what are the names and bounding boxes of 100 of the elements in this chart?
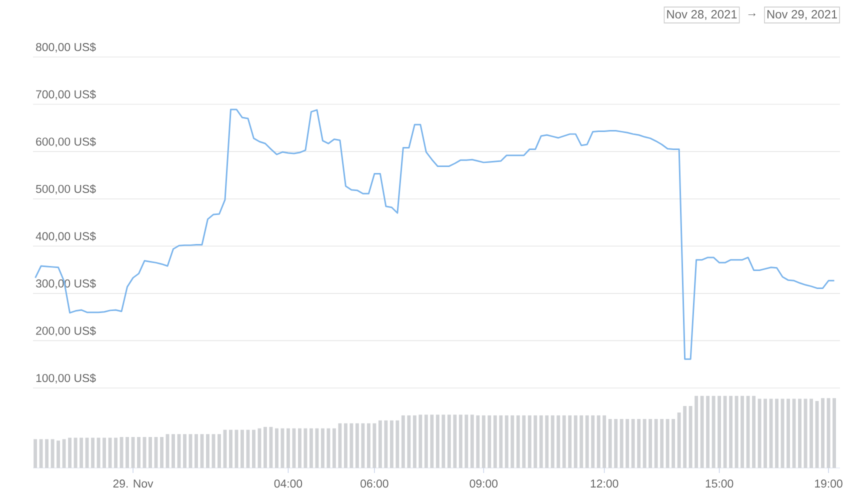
bar xyxy=(488,415,492,468)
bar xyxy=(688,406,692,468)
bar xyxy=(620,418,624,468)
bar xyxy=(694,396,698,468)
bar xyxy=(522,415,526,468)
x-tick-label: 19:00 xyxy=(815,480,842,488)
bar xyxy=(792,398,796,468)
bar xyxy=(562,415,566,468)
bar xyxy=(378,420,382,468)
y-tick-label: 400,00 US$ xyxy=(36,232,96,242)
bar xyxy=(390,420,394,468)
bar xyxy=(534,415,538,468)
bar xyxy=(810,398,813,468)
bar xyxy=(453,414,457,468)
x-tick-label: 12:00 xyxy=(590,480,618,488)
bar xyxy=(798,398,802,468)
text: → xyxy=(748,13,756,16)
x-tick-label: 29. Nov xyxy=(113,480,154,488)
bar xyxy=(120,436,124,468)
bar xyxy=(183,434,186,468)
bar xyxy=(436,414,440,468)
bar xyxy=(34,439,38,468)
bar xyxy=(821,398,824,468)
bar xyxy=(218,434,221,468)
y-tick-label: 500,00 US$ xyxy=(36,184,96,194)
bar xyxy=(304,428,308,468)
bar xyxy=(292,428,296,468)
x-tick-label: 04:00 xyxy=(274,480,302,488)
bar xyxy=(74,438,78,468)
bar xyxy=(700,396,704,468)
bar xyxy=(160,436,164,468)
bar xyxy=(608,418,612,468)
bar xyxy=(447,414,451,468)
y-tick-label: 800,00 US$ xyxy=(36,42,96,52)
x-tick-label: 15:00 xyxy=(706,480,734,488)
bar xyxy=(148,436,152,468)
bar xyxy=(229,430,232,468)
y-tick-label: 100,00 US$ xyxy=(36,374,96,384)
bar xyxy=(626,418,630,468)
bar xyxy=(712,396,716,468)
bar xyxy=(326,428,330,468)
bar xyxy=(315,428,319,468)
bar xyxy=(642,418,646,468)
bar xyxy=(206,434,210,468)
bar xyxy=(384,420,388,468)
bar xyxy=(758,398,762,468)
bar xyxy=(769,398,773,468)
bar xyxy=(637,418,641,468)
bar xyxy=(550,415,554,468)
bar xyxy=(126,436,129,468)
bar xyxy=(545,415,549,468)
bar xyxy=(350,423,354,468)
bar xyxy=(568,415,572,468)
y-tick-label: 200,00 US$ xyxy=(36,326,96,336)
bar xyxy=(458,414,462,468)
text: Nov 29, 2021 xyxy=(767,10,837,20)
bar xyxy=(654,418,658,468)
bar xyxy=(338,423,342,468)
bar xyxy=(672,418,676,468)
bar xyxy=(424,414,428,468)
bar xyxy=(464,414,468,468)
bar xyxy=(734,396,738,468)
bar xyxy=(96,438,100,468)
bar xyxy=(556,415,560,468)
bar xyxy=(499,415,503,468)
bar xyxy=(780,398,784,468)
bar xyxy=(355,423,359,468)
bar xyxy=(39,439,43,468)
bar xyxy=(430,414,434,468)
bar xyxy=(631,418,635,468)
bar xyxy=(407,415,411,468)
bar xyxy=(580,415,584,468)
bar xyxy=(574,415,578,468)
bar xyxy=(366,423,370,468)
bar xyxy=(412,415,416,468)
bar xyxy=(137,436,140,468)
bar xyxy=(476,415,480,468)
bar xyxy=(591,415,595,468)
bar xyxy=(602,415,606,468)
bar xyxy=(660,418,664,468)
bar xyxy=(50,439,54,468)
bar xyxy=(252,430,256,468)
bar xyxy=(194,434,198,468)
bar xyxy=(240,430,244,468)
bar xyxy=(723,396,727,468)
bar xyxy=(269,426,273,468)
y-tick-label: 600,00 US$ xyxy=(36,137,96,148)
bar xyxy=(493,415,497,468)
bar xyxy=(470,414,474,468)
y-tick-label: 700,00 US$ xyxy=(36,90,96,100)
bar xyxy=(85,438,89,468)
bar xyxy=(108,438,112,468)
x-tick-label: 06:00 xyxy=(360,480,388,488)
bar xyxy=(666,418,670,468)
bar xyxy=(264,426,267,468)
bar xyxy=(832,398,836,468)
x-tick-label: 09:00 xyxy=(470,480,498,488)
bar xyxy=(596,415,600,468)
bar xyxy=(516,415,520,468)
bar xyxy=(401,415,405,468)
